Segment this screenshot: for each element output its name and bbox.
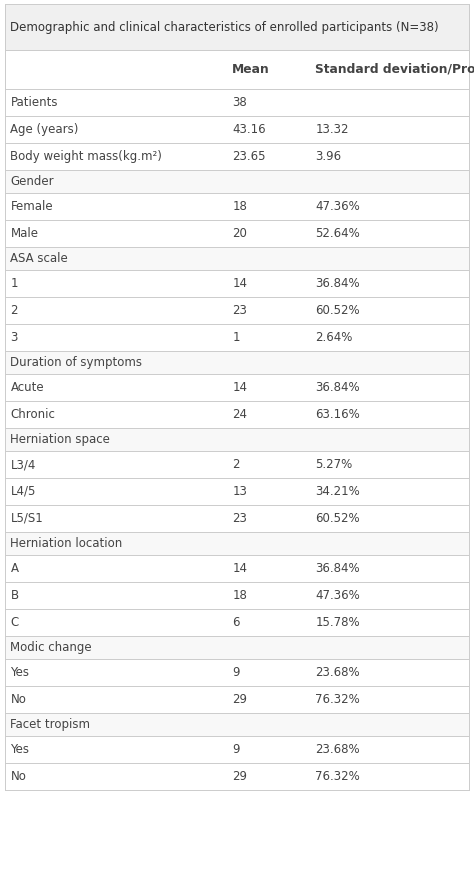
Bar <box>5 531 469 555</box>
Text: 3: 3 <box>10 330 18 344</box>
Text: 23.65: 23.65 <box>232 150 266 163</box>
Text: 36.84%: 36.84% <box>315 562 360 575</box>
Bar <box>5 193 469 219</box>
Text: 2.64%: 2.64% <box>315 330 353 344</box>
Bar <box>5 169 469 193</box>
Text: L4/5: L4/5 <box>10 485 36 498</box>
Text: Standard deviation/Proportion: Standard deviation/Proportion <box>315 63 474 76</box>
Text: Age (years): Age (years) <box>10 122 79 136</box>
Text: L5/S1: L5/S1 <box>10 512 43 525</box>
Text: 2: 2 <box>232 458 240 471</box>
Text: 52.64%: 52.64% <box>315 226 360 240</box>
Text: Yes: Yes <box>10 666 29 679</box>
Text: 9: 9 <box>232 743 240 756</box>
Text: 23: 23 <box>232 512 247 525</box>
Text: Female: Female <box>10 200 53 213</box>
Text: C: C <box>10 616 18 629</box>
Bar <box>5 143 469 169</box>
Text: Yes: Yes <box>10 743 29 756</box>
Text: Patients: Patients <box>10 96 58 109</box>
Text: A: A <box>10 562 18 575</box>
Text: 76.32%: 76.32% <box>315 770 360 783</box>
Text: 14: 14 <box>232 562 247 575</box>
Text: 23: 23 <box>232 304 247 317</box>
Text: 36.84%: 36.84% <box>315 381 360 394</box>
Text: 14: 14 <box>232 381 247 394</box>
Text: 23.68%: 23.68% <box>315 666 360 679</box>
Text: 3.96: 3.96 <box>315 150 341 163</box>
Text: Mean: Mean <box>232 63 270 76</box>
Text: 1: 1 <box>10 277 18 290</box>
Bar <box>5 635 469 659</box>
Bar <box>5 4 469 50</box>
Text: B: B <box>10 589 18 602</box>
Bar <box>5 713 469 736</box>
Text: 20: 20 <box>232 226 247 240</box>
Text: 34.21%: 34.21% <box>315 485 360 498</box>
Text: 15.78%: 15.78% <box>315 616 360 629</box>
Bar <box>0 789 474 881</box>
Bar <box>5 374 469 401</box>
Text: Demographic and clinical characteristics of enrolled participants (N=38): Demographic and clinical characteristics… <box>10 21 439 33</box>
Text: Male: Male <box>10 226 38 240</box>
Bar <box>5 581 469 609</box>
Text: 47.36%: 47.36% <box>315 200 360 213</box>
Bar <box>5 297 469 323</box>
Text: 18: 18 <box>232 200 247 213</box>
Text: 43.16: 43.16 <box>232 122 266 136</box>
Text: Acute: Acute <box>10 381 44 394</box>
Text: 13: 13 <box>232 485 247 498</box>
Bar <box>5 219 469 247</box>
Text: 36.84%: 36.84% <box>315 277 360 290</box>
Text: Herniation location: Herniation location <box>10 537 123 550</box>
Text: 5.27%: 5.27% <box>315 458 353 471</box>
Text: Duration of symptoms: Duration of symptoms <box>10 356 142 369</box>
Text: 60.52%: 60.52% <box>315 304 360 317</box>
Text: 24: 24 <box>232 408 247 421</box>
Text: No: No <box>10 770 26 783</box>
Bar <box>5 323 469 351</box>
Text: 29: 29 <box>232 692 247 706</box>
Text: 29: 29 <box>232 770 247 783</box>
Bar <box>5 427 469 451</box>
Text: ASA scale: ASA scale <box>10 252 68 265</box>
Bar <box>5 659 469 685</box>
Text: 2: 2 <box>10 304 18 317</box>
Text: Chronic: Chronic <box>10 408 55 421</box>
Text: 9: 9 <box>232 666 240 679</box>
Text: No: No <box>10 692 26 706</box>
Bar <box>5 270 469 297</box>
Bar <box>5 478 469 505</box>
Bar <box>5 685 469 713</box>
Bar <box>5 401 469 427</box>
Text: 76.32%: 76.32% <box>315 692 360 706</box>
Text: 38: 38 <box>232 96 247 109</box>
Text: Herniation space: Herniation space <box>10 433 110 446</box>
Text: L3/4: L3/4 <box>10 458 36 471</box>
Text: 60.52%: 60.52% <box>315 512 360 525</box>
Bar <box>5 763 469 789</box>
Text: 23.68%: 23.68% <box>315 743 360 756</box>
Text: 13.32: 13.32 <box>315 122 349 136</box>
Text: 14: 14 <box>232 277 247 290</box>
Text: 63.16%: 63.16% <box>315 408 360 421</box>
Bar <box>5 736 469 763</box>
Text: Gender: Gender <box>10 174 54 188</box>
Text: 1: 1 <box>232 330 240 344</box>
Bar <box>5 451 469 478</box>
Bar <box>5 505 469 531</box>
Text: 6: 6 <box>232 616 240 629</box>
Bar <box>5 555 469 581</box>
Bar <box>5 247 469 270</box>
Text: 47.36%: 47.36% <box>315 589 360 602</box>
Bar <box>5 609 469 635</box>
Bar <box>5 116 469 143</box>
Bar <box>5 351 469 374</box>
Bar <box>5 50 469 89</box>
Text: Body weight mass(kg.m²): Body weight mass(kg.m²) <box>10 150 162 163</box>
Text: Modic change: Modic change <box>10 640 92 654</box>
Bar <box>5 89 469 116</box>
Text: 18: 18 <box>232 589 247 602</box>
Text: Facet tropism: Facet tropism <box>10 718 91 731</box>
